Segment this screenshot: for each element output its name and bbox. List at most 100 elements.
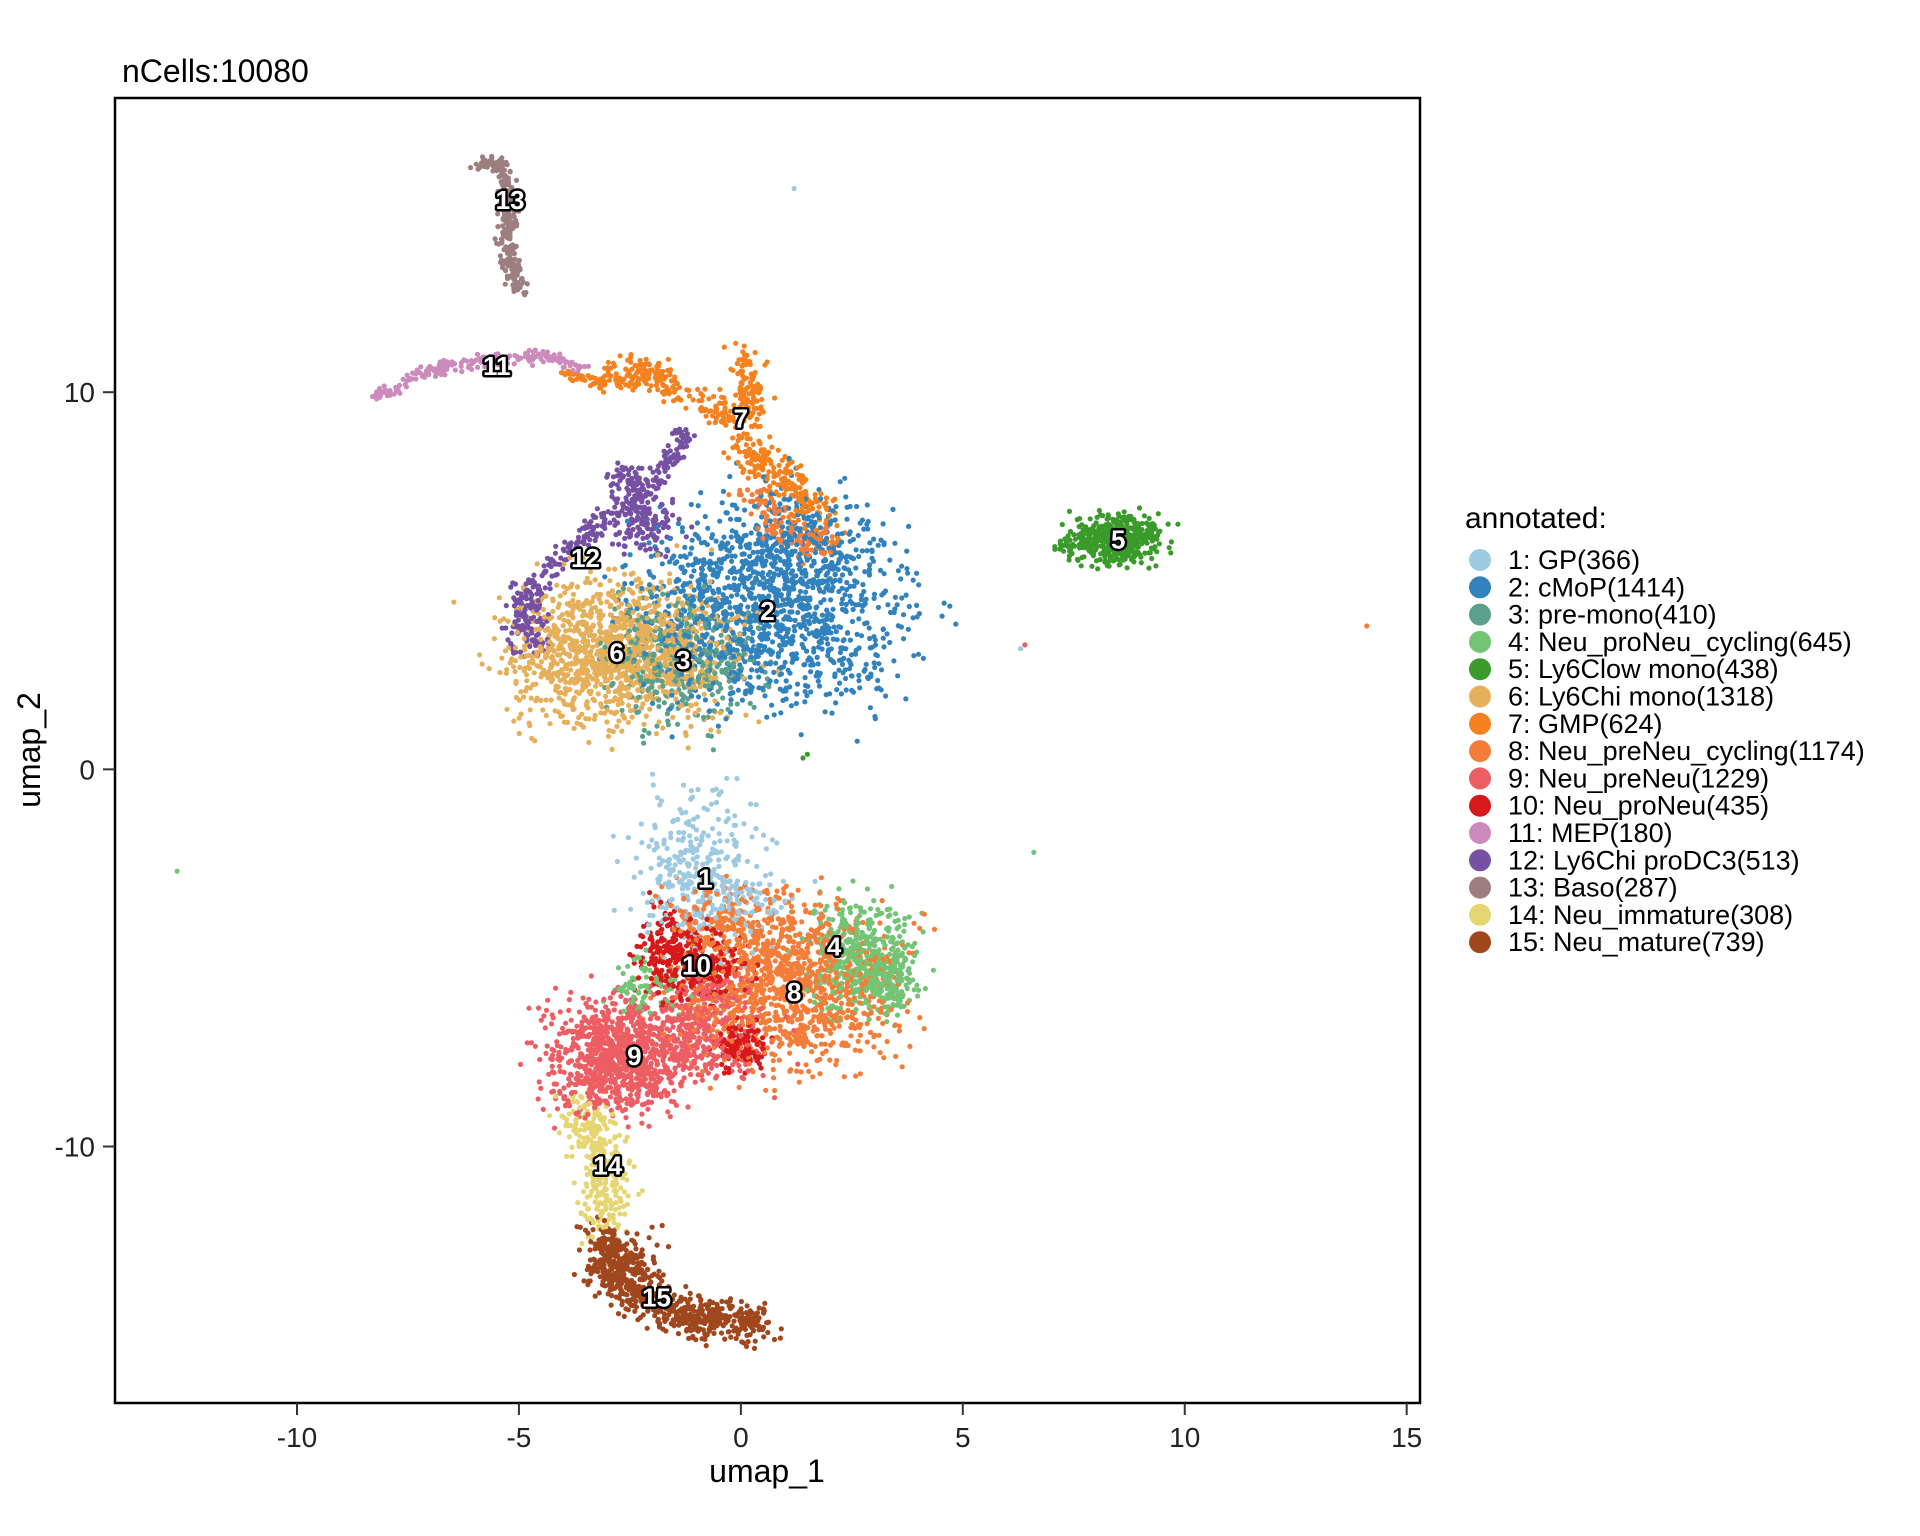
data-point (822, 1041, 828, 1047)
data-point (862, 569, 868, 575)
data-point (747, 469, 753, 475)
data-point (650, 782, 656, 788)
data-point (536, 1005, 542, 1011)
data-point (659, 904, 665, 910)
data-point (671, 553, 677, 559)
data-point (875, 907, 881, 913)
data-point (492, 615, 498, 621)
data-point (584, 1153, 590, 1159)
data-point (778, 904, 784, 911)
data-point (713, 786, 719, 792)
data-point (486, 666, 492, 672)
data-point (711, 393, 717, 400)
data-point (640, 733, 646, 740)
data-point (701, 714, 707, 720)
data-point (752, 1338, 758, 1344)
data-point (794, 1068, 800, 1074)
data-point (556, 1130, 563, 1136)
data-point (685, 745, 691, 751)
data-point (749, 834, 755, 840)
data-point (879, 898, 885, 904)
data-point (1148, 521, 1154, 527)
data-point (778, 647, 785, 653)
data-point (728, 1334, 734, 1340)
data-point (597, 1274, 603, 1280)
data-point (874, 653, 881, 659)
data-point (842, 592, 848, 598)
data-point (884, 631, 890, 637)
data-point (916, 582, 922, 588)
data-point (871, 898, 877, 904)
data-point (793, 700, 799, 707)
data-point (690, 823, 696, 830)
data-point (625, 963, 631, 969)
data-point (556, 1049, 562, 1055)
data-point (540, 1106, 546, 1112)
data-point (791, 185, 797, 192)
data-point (817, 890, 823, 896)
data-point (649, 643, 655, 649)
data-point (833, 504, 839, 510)
data-point (904, 548, 910, 554)
data-point (857, 1071, 863, 1077)
data-point (668, 835, 674, 841)
data-point (554, 571, 560, 577)
data-point (633, 1246, 639, 1252)
data-point (916, 987, 922, 993)
data-point (783, 678, 789, 684)
data-point (497, 669, 503, 676)
data-point (609, 746, 615, 753)
data-point (549, 1063, 555, 1069)
data-point (666, 968, 672, 974)
data-point (875, 1015, 882, 1022)
data-point (741, 596, 748, 603)
data-point (604, 474, 610, 480)
data-point (499, 655, 505, 661)
data-point (754, 416, 760, 422)
data-point (1149, 555, 1155, 562)
data-point (917, 925, 923, 931)
data-point (579, 1241, 585, 1247)
data-point (733, 340, 739, 346)
data-point (857, 1032, 863, 1038)
data-point (717, 518, 723, 524)
data-point (683, 616, 689, 622)
data-point (631, 1164, 637, 1170)
data-point (507, 169, 513, 175)
data-point (1175, 521, 1181, 527)
data-point (712, 881, 718, 887)
data-point (607, 1118, 613, 1124)
data-point (744, 436, 750, 442)
data-point (843, 601, 849, 608)
data-point (726, 492, 732, 498)
data-point (504, 667, 510, 673)
data-point (773, 547, 780, 554)
data-point (759, 514, 765, 520)
data-point (614, 723, 620, 730)
data-point (544, 1043, 550, 1049)
data-point (534, 561, 540, 567)
data-point (892, 594, 899, 600)
data-point (756, 719, 762, 725)
data-point (583, 579, 589, 586)
data-point (541, 1013, 547, 1019)
data-point (654, 677, 661, 683)
data-point (751, 704, 757, 710)
data-point (513, 177, 520, 183)
data-point (840, 1010, 846, 1016)
data-point (812, 902, 818, 908)
data-point (839, 601, 845, 607)
data-point (548, 697, 554, 703)
data-point (682, 1296, 688, 1302)
data-point (647, 1010, 653, 1016)
data-point (728, 593, 735, 599)
data-point (687, 551, 693, 557)
data-point (646, 602, 653, 609)
data-point (594, 678, 600, 684)
data-point (878, 667, 885, 673)
data-point (1155, 511, 1161, 517)
data-point (851, 583, 857, 589)
data-point (613, 1294, 619, 1300)
data-point (844, 1015, 850, 1021)
